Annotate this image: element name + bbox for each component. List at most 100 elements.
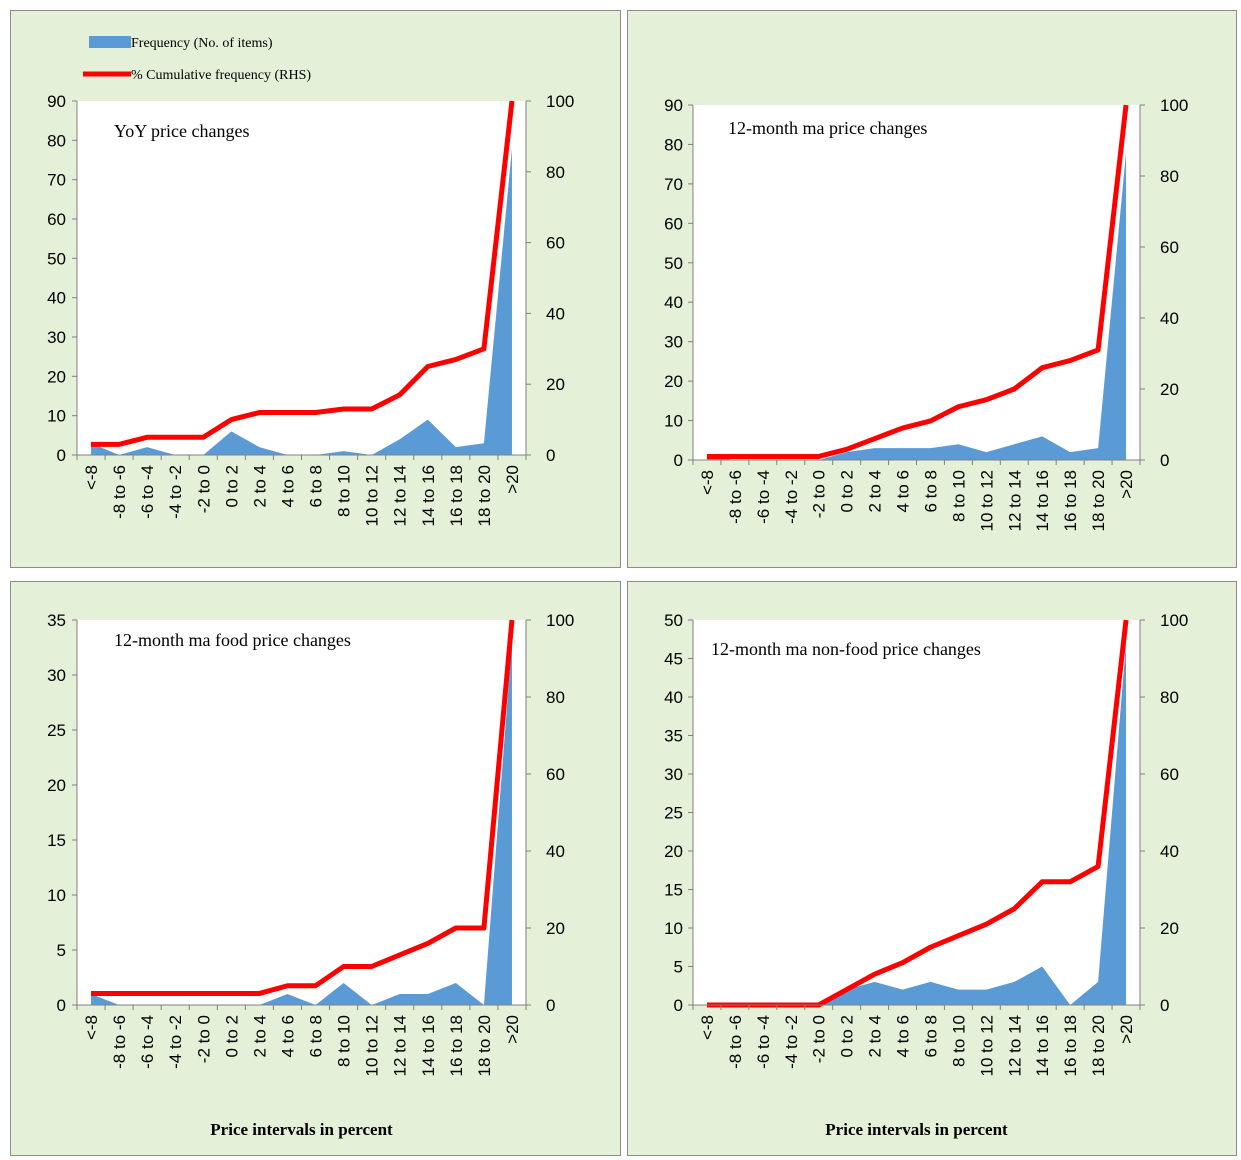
x-category-label: 0 to 2	[222, 465, 241, 508]
x-category-label: 4 to 6	[894, 1015, 913, 1058]
x-category-label: <-8	[698, 470, 717, 495]
right-tick-label: 100	[546, 92, 574, 111]
x-category-label: 12 to 14	[391, 465, 410, 526]
left-tick-label: 50	[664, 611, 683, 630]
left-tick-label: 10	[47, 886, 66, 905]
right-tick-label: 40	[546, 304, 565, 323]
chart-svg-yoy: 0 10 20 30 40 50 60 70 80 90 0 20 40 60 80 100 <-8 -8 to …	[47, 36, 574, 526]
cumulative-line	[706, 104, 1129, 459]
x-category-label: 4 to 6	[278, 1015, 297, 1058]
left-tick-label: 20	[47, 776, 66, 795]
x-category-label: 14 to 16	[419, 465, 438, 526]
right-tick-label: 40	[546, 842, 565, 861]
left-tick-label: 0	[57, 996, 66, 1015]
chart-svg-12m-ma-food: 0 5 10 15 20 25 30 35 0 20 40 60 80 100 <-8 -8 to -6 -6 …	[47, 611, 574, 1139]
x-category-label: 14 to 16	[1033, 470, 1052, 531]
x-category-label: 12 to 14	[391, 1015, 410, 1076]
x-category-label: 6 to 8	[307, 465, 326, 508]
left-tick-label: 50	[47, 249, 66, 268]
chart-panel-12m-ma-food: 0 5 10 15 20 25 30 35 0 20 40 60 80 100 <-8 -8 to -6 -6 …	[10, 581, 621, 1156]
x-category-label: -8 to -6	[726, 1015, 745, 1069]
x-category-label: 2 to 4	[866, 470, 885, 513]
left-tick-label: 20	[664, 372, 683, 391]
cumulative-line	[91, 619, 515, 996]
x-category-label: <-8	[82, 465, 101, 490]
left-tick-label: 0	[674, 451, 683, 470]
chart-title: 12-month ma non-food price changes	[711, 639, 981, 659]
plot-area	[693, 620, 1140, 1005]
right-tick-label: 0	[1160, 451, 1169, 470]
x-category-label: 12 to 14	[1005, 470, 1024, 531]
x-category-label: 18 to 20	[475, 1015, 494, 1076]
plot-area	[77, 620, 526, 1005]
x-axis-title: Price intervals in percent	[825, 1120, 1008, 1139]
x-category-label: 4 to 6	[894, 470, 913, 513]
x-category-label: 6 to 8	[921, 1015, 940, 1058]
x-category-label: -4 to -2	[166, 1015, 185, 1069]
right-tick-label: 40	[1160, 842, 1179, 861]
right-tick-label: 60	[1160, 238, 1179, 257]
right-tick-label: 20	[546, 375, 565, 394]
x-category-label: 10 to 12	[977, 470, 996, 531]
x-category-label: 0 to 2	[222, 1015, 241, 1058]
right-tick-label: 80	[546, 688, 565, 707]
x-category-label: >20	[503, 465, 522, 494]
x-category-label: -8 to -6	[110, 1015, 129, 1069]
x-category-label: -2 to 0	[810, 1015, 829, 1063]
x-category-label: 16 to 18	[1061, 470, 1080, 531]
x-category-label: 16 to 18	[447, 465, 466, 526]
x-category-label: -6 to -4	[138, 1015, 157, 1069]
x-category-label: 16 to 18	[447, 1015, 466, 1076]
left-tick-label: 45	[664, 650, 683, 669]
left-tick-label: 35	[664, 727, 683, 746]
x-category-label: 2 to 4	[250, 1015, 269, 1058]
left-tick-label: 15	[664, 881, 683, 900]
chart-title: YoY price changes	[114, 121, 249, 141]
right-tick-label: 80	[1160, 167, 1179, 186]
x-category-label: 6 to 8	[307, 1015, 326, 1058]
right-tick-label: 100	[546, 611, 574, 630]
x-category-label: 8 to 10	[949, 1015, 968, 1067]
legend-cumulative-label: % Cumulative frequency (RHS)	[131, 68, 311, 83]
left-tick-label: 50	[664, 254, 683, 273]
right-tick-label: 0	[546, 446, 555, 465]
x-category-label: -6 to -4	[754, 1015, 773, 1069]
right-tick-label: 80	[546, 163, 565, 182]
x-category-label: -4 to -2	[166, 465, 185, 519]
x-category-label: 18 to 20	[475, 465, 494, 526]
left-tick-label: 30	[47, 666, 66, 685]
x-category-label: >20	[503, 1015, 522, 1044]
right-tick-label: 0	[546, 996, 555, 1015]
right-tick-label: 60	[1160, 765, 1179, 784]
plot-area	[693, 105, 1140, 460]
x-category-label: >20	[1117, 470, 1136, 499]
right-tick-label: 80	[1160, 688, 1179, 707]
chart-panel-yoy: 0 10 20 30 40 50 60 70 80 90 0 20 40 60 80 100 <-8 -8 to …	[10, 10, 621, 568]
legend-frequency-swatch	[89, 36, 131, 48]
right-tick-label: 100	[1160, 96, 1188, 115]
x-category-label: -2 to 0	[194, 465, 213, 513]
right-tick-label: 60	[546, 765, 565, 784]
legend-frequency-label: Frequency (No. of items)	[131, 36, 273, 51]
chart-panel-12m-ma-nonfood: 0 5 10 15 20 25 30 35 40 45 50 0 20 40 60 80 100 <-8 -8 to…	[627, 581, 1237, 1156]
chart-svg-12m-ma: 0 10 20 30 40 50 60 70 80 90 0 20 40 60 80 100 <-8 -8 to …	[664, 96, 1188, 531]
x-category-label: -2 to 0	[810, 470, 829, 518]
left-tick-label: 30	[47, 328, 66, 347]
left-tick-label: 60	[47, 210, 66, 229]
left-tick-label: 15	[47, 831, 66, 850]
x-category-label: 10 to 12	[363, 465, 382, 526]
left-tick-label: 90	[47, 92, 66, 111]
left-tick-label: 5	[57, 941, 66, 960]
x-category-label: 14 to 16	[1033, 1015, 1052, 1076]
x-category-label: 0 to 2	[838, 470, 857, 513]
x-category-label: 10 to 12	[977, 1015, 996, 1076]
left-tick-label: 90	[664, 96, 683, 115]
x-category-label: 8 to 10	[335, 1015, 354, 1067]
plot-area	[77, 101, 526, 455]
left-tick-label: 25	[664, 804, 683, 823]
chart-panel-12m-ma: 0 10 20 30 40 50 60 70 80 90 0 20 40 60 80 100 <-8 -8 to …	[627, 10, 1237, 568]
x-category-label: 2 to 4	[866, 1015, 885, 1058]
x-category-label: 16 to 18	[1061, 1015, 1080, 1076]
right-tick-label: 40	[1160, 309, 1179, 328]
left-tick-label: 35	[47, 611, 66, 630]
